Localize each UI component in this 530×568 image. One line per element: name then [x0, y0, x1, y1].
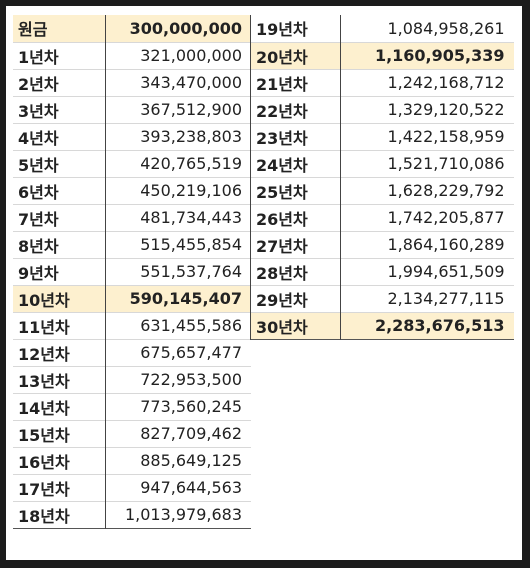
table-row: 5년차 420,765,519: [13, 150, 251, 177]
table-row: 14년차 773,560,245: [13, 393, 251, 420]
left-table: 원금 300,000,000 1년차 321,000,000 2년차 343,470,00…: [13, 15, 251, 529]
year-label-cell[interactable]: 2년차: [13, 69, 106, 96]
table-row: 6년차 450,219,106: [13, 177, 251, 204]
amount-value-cell[interactable]: 515,455,854: [140, 235, 242, 254]
table-row: 18년차 1,013,979,683: [13, 501, 251, 528]
year-label-cell[interactable]: 25년차: [250, 177, 341, 204]
table-row: 4년차 393,238,803: [13, 123, 251, 150]
amount-value-cell[interactable]: 2,283,676,513: [340, 312, 514, 339]
year-label-cell[interactable]: 29년차: [250, 285, 341, 312]
amount-value-cell[interactable]: 1,994,651,509: [387, 262, 505, 281]
year-label-cell[interactable]: 1년차: [13, 42, 106, 69]
amount-value-cell[interactable]: 1,521,710,086: [387, 154, 505, 173]
table-row: 26년차 1,742,205,877: [250, 204, 514, 231]
table-row: 15년차 827,709,462: [13, 420, 251, 447]
table-row: 8년차 515,455,854: [13, 231, 251, 258]
amount-value-cell[interactable]: 1,084,958,261: [387, 18, 505, 38]
table-row: 7년차 481,734,443: [13, 204, 251, 231]
amount-value-cell[interactable]: 300,000,000: [105, 15, 251, 42]
table-row: 10년차 590,145,407: [13, 285, 251, 312]
table-row: 29년차 2,134,277,115: [250, 285, 514, 312]
year-label-cell[interactable]: 19년차: [250, 15, 341, 42]
year-label-cell[interactable]: 11년차: [13, 312, 106, 339]
amount-value-cell[interactable]: 393,238,803: [140, 127, 242, 146]
year-label-cell[interactable]: 3년차: [13, 96, 106, 123]
table-row: 28년차 1,994,651,509: [250, 258, 514, 285]
table-row: 23년차 1,422,158,959: [250, 123, 514, 150]
amount-value-cell[interactable]: 1,329,120,522: [387, 100, 505, 119]
year-label-cell[interactable]: 9년차: [13, 258, 106, 285]
table-row: 12년차 675,657,477: [13, 339, 251, 366]
year-label-cell[interactable]: 30년차: [250, 312, 341, 339]
table-row: 21년차 1,242,168,712: [250, 69, 514, 96]
right-table: 19년차 1,084,958,261 20년차 1,160,905,339 21년차 1,…: [250, 15, 514, 340]
year-label-cell[interactable]: 20년차: [250, 42, 341, 69]
amount-value-cell[interactable]: 885,649,125: [140, 451, 242, 470]
table-row: 1년차 321,000,000: [13, 42, 251, 69]
table-row: 11년차 631,455,586: [13, 312, 251, 339]
amount-value-cell[interactable]: 1,160,905,339: [340, 42, 514, 69]
amount-value-cell[interactable]: 675,657,477: [140, 343, 242, 362]
amount-value-cell[interactable]: 1,242,168,712: [387, 73, 505, 92]
amount-value-cell[interactable]: 1,742,205,877: [387, 208, 505, 227]
amount-value-cell[interactable]: 631,455,586: [140, 316, 242, 335]
table-row: 27년차 1,864,160,289: [250, 231, 514, 258]
amount-value-cell[interactable]: 827,709,462: [140, 424, 242, 443]
amount-value-cell[interactable]: 367,512,900: [140, 100, 242, 119]
amount-value-cell[interactable]: 420,765,519: [140, 154, 242, 173]
table-row: 25년차 1,628,229,792: [250, 177, 514, 204]
year-label-cell[interactable]: 12년차: [13, 339, 106, 366]
year-label-cell[interactable]: 28년차: [250, 258, 341, 285]
year-label-cell[interactable]: 원금: [13, 15, 106, 42]
amount-value-cell[interactable]: 722,953,500: [140, 370, 242, 389]
year-label-cell[interactable]: 22년차: [250, 96, 341, 123]
table-row: 24년차 1,521,710,086: [250, 150, 514, 177]
amount-value-cell[interactable]: 2,134,277,115: [387, 289, 505, 308]
amount-value-cell[interactable]: 551,537,764: [140, 262, 242, 281]
year-label-cell[interactable]: 8년차: [13, 231, 106, 258]
year-label-cell[interactable]: 16년차: [13, 447, 106, 474]
year-label-cell[interactable]: 7년차: [13, 204, 106, 231]
table-row: 22년차 1,329,120,522: [250, 96, 514, 123]
amount-value-cell[interactable]: 947,644,563: [140, 478, 242, 497]
year-label-cell[interactable]: 14년차: [13, 393, 106, 420]
amount-value-cell[interactable]: 773,560,245: [140, 397, 242, 416]
amount-value-cell[interactable]: 1,628,229,792: [387, 181, 505, 200]
year-label-cell[interactable]: 5년차: [13, 150, 106, 177]
year-label-cell[interactable]: 17년차: [13, 474, 106, 501]
sheet-frame: 원금 300,000,000 1년차 321,000,000 2년차 343,470,00…: [6, 6, 522, 560]
year-label-cell[interactable]: 24년차: [250, 150, 341, 177]
table-row: 16년차 885,649,125: [13, 447, 251, 474]
year-label-cell[interactable]: 13년차: [13, 366, 106, 393]
amount-value-cell[interactable]: 343,470,000: [140, 73, 242, 92]
amount-value-cell[interactable]: 321,000,000: [140, 46, 242, 65]
amount-value-cell[interactable]: 590,145,407: [105, 285, 251, 312]
table-row: 3년차 367,512,900: [13, 96, 251, 123]
year-label-cell[interactable]: 6년차: [13, 177, 106, 204]
amount-value-cell[interactable]: 1,864,160,289: [387, 235, 505, 254]
year-label-cell[interactable]: 15년차: [13, 420, 106, 447]
amount-value-cell[interactable]: 450,219,106: [140, 181, 242, 200]
table-row: 원금 300,000,000: [13, 15, 251, 42]
amount-value-cell[interactable]: 1,013,979,683: [124, 505, 242, 524]
year-label-cell[interactable]: 27년차: [250, 231, 341, 258]
table-row: 30년차 2,283,676,513: [250, 312, 514, 339]
amount-value-cell[interactable]: 1,422,158,959: [387, 127, 505, 146]
table-row: 17년차 947,644,563: [13, 474, 251, 501]
table-row: 2년차 343,470,000: [13, 69, 251, 96]
table-row: 9년차 551,537,764: [13, 258, 251, 285]
year-label-cell[interactable]: 4년차: [13, 123, 106, 150]
year-label-cell[interactable]: 26년차: [250, 204, 341, 231]
year-label-cell[interactable]: 23년차: [250, 123, 341, 150]
year-label-cell[interactable]: 21년차: [250, 69, 341, 96]
table-row: 13년차 722,953,500: [13, 366, 251, 393]
amount-value-cell[interactable]: 481,734,443: [140, 208, 242, 227]
year-label-cell[interactable]: 10년차: [13, 285, 106, 312]
table-row: 19년차 1,084,958,261: [250, 15, 514, 42]
table-row: 20년차 1,160,905,339: [250, 42, 514, 69]
year-label-cell[interactable]: 18년차: [13, 501, 106, 528]
